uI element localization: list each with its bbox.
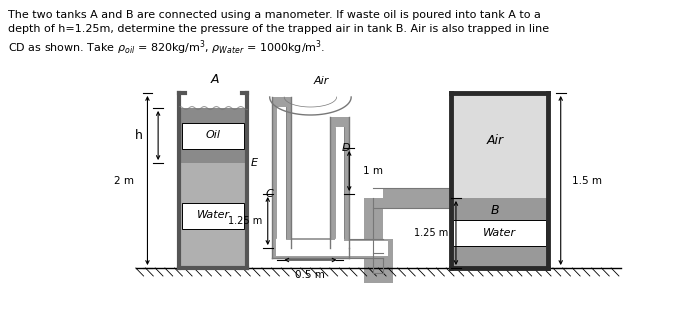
- Bar: [451, 198, 548, 268]
- Bar: [271, 97, 291, 248]
- Bar: [364, 263, 393, 283]
- Text: Water: Water: [483, 228, 516, 238]
- Bar: [384, 188, 451, 208]
- Text: 2 m: 2 m: [114, 176, 134, 186]
- FancyBboxPatch shape: [453, 220, 546, 246]
- Text: C: C: [266, 189, 273, 199]
- Bar: [180, 108, 248, 163]
- Text: 0.5 m: 0.5 m: [296, 270, 325, 280]
- Bar: [344, 241, 388, 256]
- Text: A: A: [211, 73, 220, 86]
- Text: 1.25 m: 1.25 m: [228, 216, 262, 226]
- Text: Oil: Oil: [206, 131, 221, 140]
- Text: depth of h=1.25m, determine the pressure of the trapped air in tank B. Air is al: depth of h=1.25m, determine the pressure…: [7, 24, 549, 34]
- Text: 1.5 m: 1.5 m: [573, 176, 602, 186]
- FancyBboxPatch shape: [182, 202, 245, 228]
- Bar: [364, 198, 384, 273]
- Bar: [277, 107, 286, 248]
- Text: 1.25 m: 1.25 m: [414, 228, 448, 238]
- Text: E: E: [250, 158, 257, 168]
- Bar: [451, 93, 548, 198]
- Text: The two tanks A and B are connected using a manometer. If waste oil is poured in: The two tanks A and B are connected usin…: [7, 10, 541, 20]
- Text: D: D: [341, 143, 350, 153]
- Bar: [180, 163, 248, 268]
- Text: 1 m: 1 m: [363, 166, 383, 176]
- Text: B: B: [490, 203, 499, 216]
- Text: CD as shown. Take $\rho_{oil}$ = 820kg/m$^3$, $\rho_{Water}$ = 1000kg/m$^3$.: CD as shown. Take $\rho_{oil}$ = 820kg/m…: [7, 38, 325, 57]
- Bar: [335, 127, 344, 248]
- Text: Water: Water: [197, 211, 230, 220]
- Text: Air: Air: [486, 134, 503, 147]
- Bar: [277, 240, 344, 256]
- Text: Air: Air: [313, 76, 328, 86]
- Bar: [373, 258, 393, 273]
- Text: h: h: [135, 129, 143, 142]
- Bar: [330, 117, 350, 248]
- FancyBboxPatch shape: [182, 123, 245, 149]
- Bar: [271, 238, 350, 258]
- Bar: [350, 239, 393, 258]
